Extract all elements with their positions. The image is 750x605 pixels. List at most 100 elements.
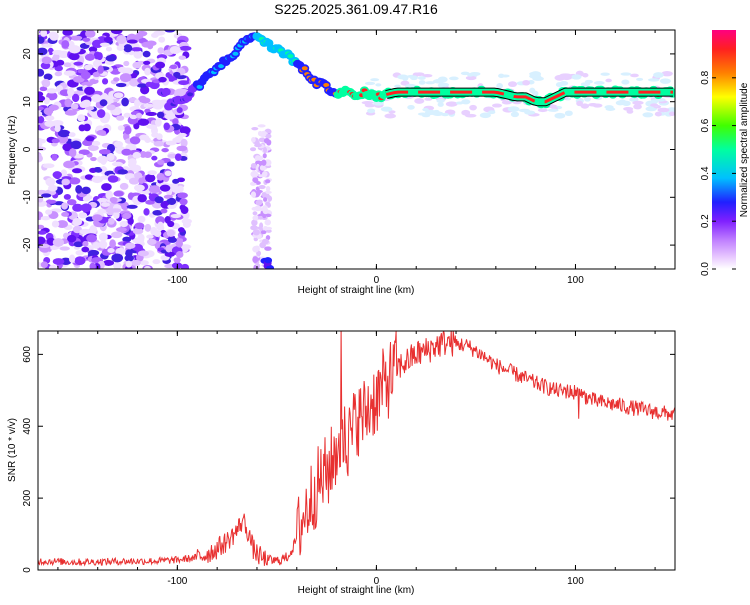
noise-blob — [100, 202, 110, 207]
noise-blob — [38, 68, 45, 77]
noise-blob — [124, 125, 132, 135]
noise-blob — [264, 246, 272, 251]
noise-blob — [139, 260, 149, 266]
noise-blob — [455, 101, 464, 105]
noise-blob — [584, 96, 591, 102]
noise-blob — [77, 114, 86, 122]
noise-blob — [121, 148, 132, 156]
noise-blob — [56, 59, 65, 66]
spectrogram-ytick-label: -20 — [22, 237, 33, 252]
noise-blob — [167, 204, 177, 210]
noise-blob — [40, 216, 51, 221]
noise-blob — [163, 122, 170, 131]
noise-blob — [38, 111, 43, 117]
noise-blob — [82, 99, 92, 108]
ridge-core — [323, 83, 330, 88]
noise-blob — [38, 95, 46, 102]
noise-blob — [414, 98, 425, 104]
noise-blob — [106, 152, 115, 161]
noise-blob — [115, 247, 126, 256]
noise-blob — [666, 107, 675, 114]
noise-blob — [437, 102, 444, 107]
noise-blob — [258, 185, 266, 190]
noise-blob — [140, 85, 150, 95]
noise-blob — [39, 86, 48, 92]
noise-blob — [179, 45, 192, 51]
noise-blob — [125, 260, 133, 268]
noise-blob — [252, 215, 261, 221]
noise-blob — [120, 201, 130, 211]
noise-blob — [264, 159, 272, 167]
noise-blob — [145, 173, 156, 183]
noise-blob — [119, 220, 129, 228]
noise-blob — [52, 171, 62, 179]
noise-blob — [148, 185, 161, 194]
noise-blob — [144, 137, 151, 143]
noise-blob — [250, 147, 257, 152]
noise-blob — [134, 172, 143, 180]
noise-blob — [445, 101, 458, 107]
noise-blob — [164, 170, 172, 177]
noise-blob — [97, 197, 109, 203]
noise-blob — [473, 72, 481, 76]
noise-blob — [45, 177, 56, 187]
noise-blob — [38, 146, 47, 151]
noise-blob — [122, 212, 132, 220]
noise-blob — [261, 238, 269, 245]
noise-blob — [51, 153, 58, 161]
noise-blob — [135, 112, 143, 118]
noise-blob — [129, 114, 138, 120]
noise-blob — [113, 77, 120, 82]
noise-blob — [432, 79, 445, 84]
noise-blob — [106, 104, 116, 111]
noise-blob — [264, 257, 273, 264]
noise-blob — [129, 136, 141, 145]
noise-blob — [650, 103, 659, 107]
colorbar-tick-label: 0.0 — [700, 262, 711, 276]
noise-blob — [39, 243, 50, 248]
noise-blob — [51, 138, 60, 144]
noise-blob — [123, 60, 130, 67]
noise-blob — [501, 100, 513, 105]
noise-blob — [68, 148, 77, 158]
noise-blob — [166, 161, 175, 167]
noise-blob — [261, 192, 267, 197]
noise-blob — [38, 115, 45, 124]
noise-blob — [265, 179, 271, 184]
noise-blob — [97, 155, 109, 164]
noise-blob — [41, 56, 52, 64]
noise-blob — [47, 47, 54, 56]
noise-blob — [69, 254, 76, 263]
noise-blob — [508, 81, 518, 88]
noise-blob — [124, 254, 134, 262]
noise-blob — [64, 98, 72, 108]
spectrogram-ytick-label: -10 — [22, 190, 33, 205]
noise-blob — [80, 203, 92, 213]
noise-blob — [156, 133, 163, 140]
noise-blob — [157, 159, 165, 165]
noise-blob — [252, 245, 260, 253]
snr-ytick-label: 200 — [22, 489, 33, 506]
noise-blob — [251, 126, 259, 131]
noise-blob — [99, 99, 108, 107]
noise-blob — [38, 142, 43, 147]
noise-blob — [117, 125, 125, 131]
noise-blob — [507, 106, 520, 112]
noise-blob — [154, 196, 164, 204]
noise-blob — [167, 237, 177, 243]
noise-blob — [38, 47, 48, 56]
colorbar-tick-label: 0.2 — [700, 214, 711, 228]
colorbar-label: Normalized spectral amplitude — [739, 82, 750, 217]
noise-blob — [661, 70, 673, 77]
noise-blob — [469, 104, 477, 111]
noise-blob — [461, 99, 471, 105]
noise-blob — [500, 74, 510, 78]
noise-blob — [547, 108, 559, 112]
noise-blob — [78, 212, 88, 219]
noise-blob — [63, 160, 76, 169]
noise-blob — [178, 80, 190, 86]
noise-blob — [164, 30, 176, 33]
noise-blob — [61, 211, 70, 217]
